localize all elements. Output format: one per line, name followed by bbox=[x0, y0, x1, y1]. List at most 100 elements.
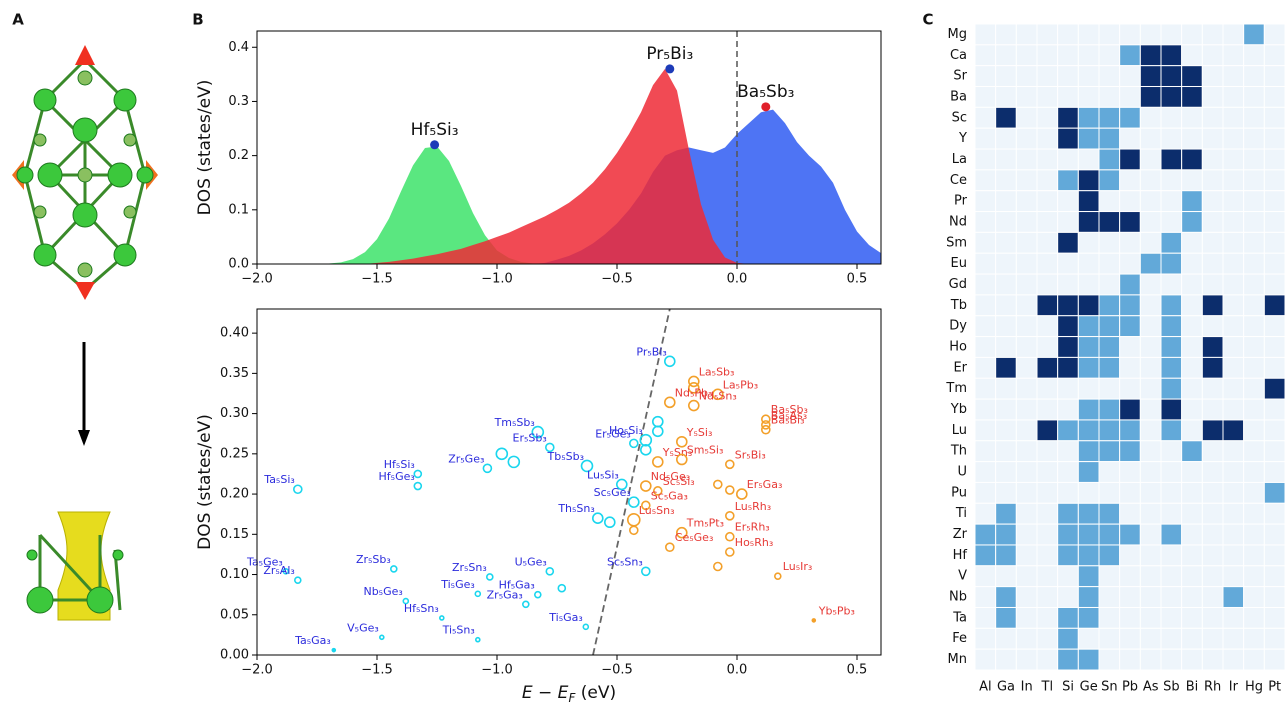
heatmap-cell bbox=[1222, 544, 1245, 567]
panel-label: A bbox=[12, 11, 24, 29]
point-label: Ti₅Sn₃ bbox=[442, 624, 475, 637]
heatmap-cell bbox=[1098, 544, 1121, 567]
heatmap-cell bbox=[1036, 523, 1059, 546]
y-tick-label: 0.00 bbox=[220, 648, 249, 663]
heatmap-cell bbox=[1201, 106, 1224, 129]
heatmap-cell bbox=[995, 211, 1017, 233]
heatmap-cell bbox=[995, 23, 1017, 46]
heatmap-cell bbox=[1222, 106, 1245, 129]
heatmap-cell bbox=[1201, 273, 1224, 296]
x-tick-label: −2.0 bbox=[241, 663, 273, 678]
heatmap-cell bbox=[1201, 523, 1224, 546]
heatmap-cell bbox=[1181, 356, 1203, 379]
heatmap-cell bbox=[1201, 336, 1224, 358]
x-tick-label: −1.0 bbox=[481, 663, 513, 678]
heatmap-cell bbox=[1243, 294, 1265, 317]
y-tick-label: 0.20 bbox=[220, 487, 249, 502]
point bbox=[687, 375, 700, 388]
heatmap-cell bbox=[1243, 106, 1265, 129]
structure-bottom bbox=[26, 511, 124, 621]
heatmap-cell bbox=[1181, 106, 1203, 129]
heatmap-cell bbox=[1243, 315, 1265, 338]
heatmap-cell bbox=[1263, 106, 1285, 129]
heatmap-cell bbox=[1201, 586, 1224, 608]
heatmap-cell bbox=[1036, 86, 1059, 108]
heatmap-cell bbox=[1015, 23, 1038, 46]
heatmap-cell bbox=[995, 481, 1017, 504]
heatmap-cell bbox=[1263, 169, 1285, 192]
y-axis-label: DOS (states/eV) bbox=[195, 414, 215, 550]
x-tick-label: 0.0 bbox=[727, 272, 748, 287]
heatmap-cell bbox=[1263, 440, 1285, 463]
heatmap-cell bbox=[1263, 148, 1285, 171]
heatmap-cell bbox=[974, 127, 997, 150]
heatmap-cell bbox=[974, 627, 997, 650]
heatmap-cell bbox=[995, 440, 1017, 463]
heatmap-cell bbox=[1160, 648, 1183, 671]
heatmap-cell bbox=[1160, 461, 1183, 483]
heatmap-cell bbox=[1119, 523, 1141, 546]
heatmap-cell bbox=[1119, 627, 1141, 650]
heatmap-cell bbox=[1160, 336, 1183, 358]
point bbox=[378, 634, 385, 641]
point bbox=[413, 469, 423, 479]
heatmap-cell bbox=[1015, 523, 1038, 546]
row-label: Er bbox=[953, 360, 967, 375]
row-label: Ce bbox=[950, 173, 967, 188]
heatmap-cell bbox=[1098, 252, 1121, 275]
heatmap-cell bbox=[1077, 377, 1100, 400]
heatmap-cell bbox=[1181, 461, 1203, 483]
heatmap-cell bbox=[1181, 565, 1203, 588]
heatmap-cell bbox=[1181, 127, 1203, 150]
heatmap-cell bbox=[995, 273, 1017, 296]
heatmap-cell bbox=[1119, 294, 1141, 317]
heatmap-cell bbox=[1057, 356, 1079, 379]
heatmap-cell bbox=[1263, 398, 1285, 421]
heatmap-cell bbox=[974, 211, 997, 233]
heatmap-cell bbox=[1160, 65, 1183, 88]
heatmap-cell bbox=[1077, 127, 1100, 150]
x-tick-label: −1.5 bbox=[361, 272, 393, 287]
heatmap-cell bbox=[1243, 440, 1265, 463]
heatmap-cell bbox=[1119, 44, 1141, 67]
column-label: In bbox=[1021, 680, 1033, 695]
heatmap-cell bbox=[1139, 190, 1162, 213]
heatmap-cell bbox=[1015, 565, 1038, 588]
row-label: Mg bbox=[948, 27, 967, 42]
heatmap-cell bbox=[1181, 86, 1203, 108]
heatmap-cell bbox=[1263, 523, 1285, 546]
row-label: Sc bbox=[952, 110, 967, 125]
heatmap-cell bbox=[1015, 106, 1038, 129]
point-label: Ta₅Ge₃ bbox=[246, 555, 283, 568]
heatmap-cell bbox=[974, 461, 997, 483]
column-label: Bi bbox=[1186, 680, 1199, 695]
heatmap-cell bbox=[1201, 502, 1224, 525]
point bbox=[651, 415, 664, 428]
y-tick-label: 0.4 bbox=[228, 40, 249, 55]
heatmap-cell bbox=[974, 169, 997, 192]
heatmap-cell bbox=[1036, 627, 1059, 650]
point-label: Er₅Ge₃ bbox=[595, 427, 631, 440]
x-axis-label: E − EF (eV) bbox=[522, 683, 616, 703]
heatmap-cell bbox=[1263, 606, 1285, 629]
heatmap-cell bbox=[1057, 586, 1079, 608]
heatmap-cell bbox=[1201, 44, 1224, 67]
heatmap-cell bbox=[1098, 169, 1121, 192]
heatmap-cell bbox=[995, 502, 1017, 525]
heatmap-cell bbox=[1243, 544, 1265, 567]
heatmap-cell bbox=[1222, 586, 1245, 608]
point-label: Sm₅Si₃ bbox=[687, 443, 724, 456]
heatmap-cell bbox=[1181, 377, 1203, 400]
point-label: Zr₅Sb₃ bbox=[356, 553, 391, 566]
heatmap-cell bbox=[1160, 419, 1183, 442]
heatmap-cell bbox=[974, 294, 997, 317]
heatmap-cell bbox=[1263, 356, 1285, 379]
row-label: Ba bbox=[950, 89, 967, 104]
heatmap-cell bbox=[1263, 627, 1285, 650]
plot-frame bbox=[256, 308, 882, 656]
heatmap-cell bbox=[1263, 461, 1285, 483]
x-tick-label: 0.5 bbox=[847, 272, 868, 287]
heatmap-cell bbox=[1036, 502, 1059, 525]
heatmap-cell bbox=[1036, 315, 1059, 338]
heatmap-cell bbox=[1077, 231, 1100, 254]
